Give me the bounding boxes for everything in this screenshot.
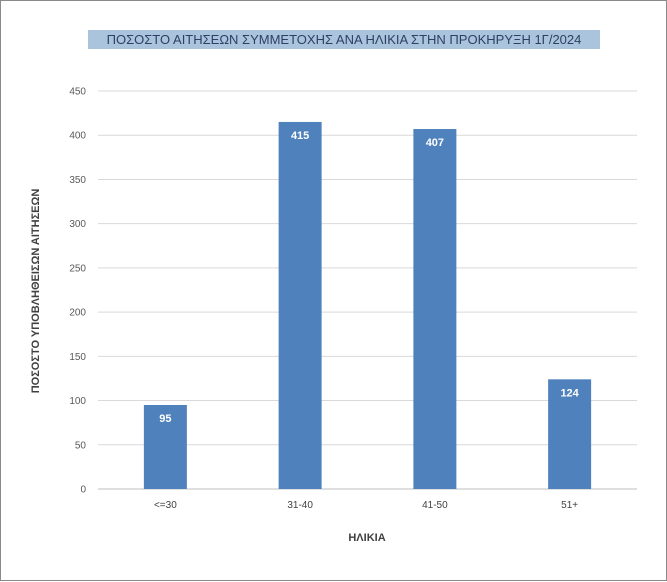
- x-axis-ticks: <=30 31-40 41-50 51+: [154, 500, 578, 511]
- bar: [278, 121, 322, 489]
- y-tick-label: 250: [69, 263, 86, 274]
- bar: [143, 404, 187, 489]
- bar-value-label: 407: [426, 137, 444, 149]
- bar-value-labels: 95 415 407 124: [159, 130, 579, 425]
- chart-title: ΠΟΣΟΣΤΟ ΑΙΤΗΣΕΩΝ ΣΥΜΜΕΤΟΧΗΣ ΑΝΑ ΗΛΙΚΙΑ Σ…: [107, 32, 582, 47]
- gridlines: [98, 90, 637, 490]
- bar: [548, 379, 592, 489]
- y-tick-label: 400: [69, 131, 86, 142]
- x-tick-label: <=30: [154, 500, 177, 511]
- y-tick-label: 50: [75, 440, 87, 451]
- y-tick-label: 0: [80, 485, 86, 496]
- x-tick-label: 31-40: [287, 500, 313, 511]
- chart-title-highlight: [88, 30, 600, 49]
- x-tick-label: 51+: [561, 500, 578, 511]
- bar-value-label: 415: [291, 130, 309, 142]
- x-axis-title: ΗΛΙΚΙΑ: [348, 532, 385, 544]
- bar-value-label: 95: [159, 413, 171, 425]
- bar: [413, 129, 457, 489]
- y-tick-label: 350: [69, 175, 86, 186]
- bars: [143, 121, 592, 489]
- x-tick-label: 41-50: [422, 500, 448, 511]
- y-axis-ticks: 0 50 100 150 200 250 300 350 400 450: [69, 87, 86, 496]
- y-tick-label: 200: [69, 308, 86, 319]
- y-axis-title: ΠΟΣΟΣΤΟ ΥΠΟΒΛΗΘΕΙΣΩΝ ΑΙΤΗΣΕΩΝ: [30, 189, 42, 394]
- y-tick-label: 300: [69, 219, 86, 230]
- y-tick-label: 100: [69, 396, 86, 407]
- bar-value-label: 124: [560, 387, 579, 399]
- y-tick-label: 450: [69, 87, 86, 98]
- y-tick-label: 150: [69, 352, 86, 363]
